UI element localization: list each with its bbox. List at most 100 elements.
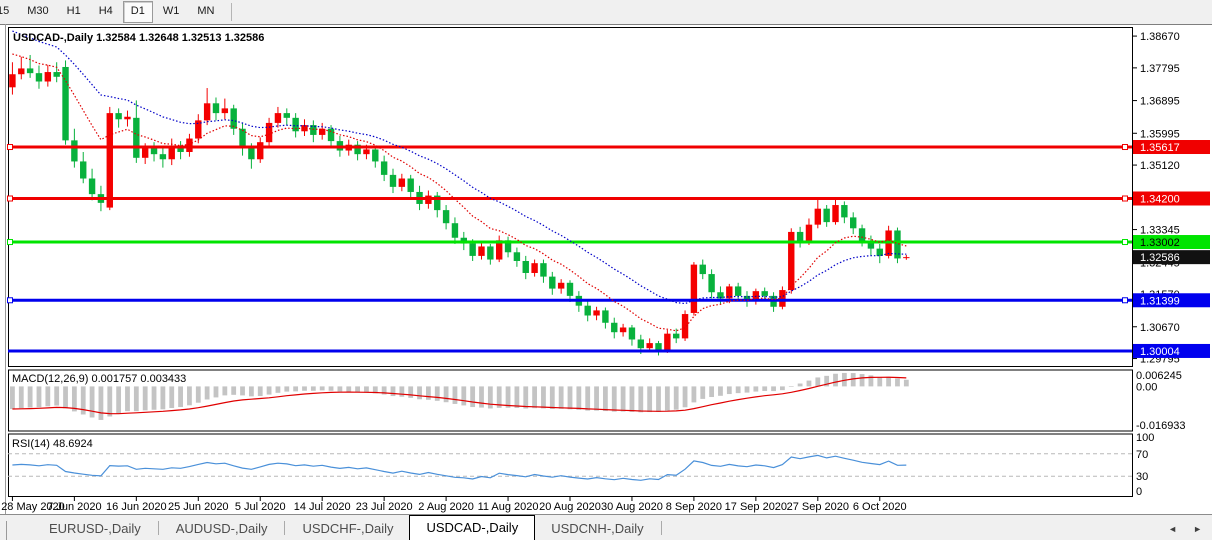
macd-axis-zero: 0.00 xyxy=(1136,381,1157,393)
macd-bar xyxy=(541,386,546,409)
timeframe-button-W1[interactable]: W1 xyxy=(162,5,180,17)
current-price-badge: 1.32586 xyxy=(1133,250,1210,265)
chart-tab-USDCNH[interactable]: USDCNH-,Daily xyxy=(551,521,644,536)
macd-bar xyxy=(293,386,299,392)
macd-bar xyxy=(372,386,378,394)
hline-1.34200[interactable] xyxy=(7,195,1133,202)
macd-bar xyxy=(656,386,661,412)
price-badge-1.35617-bg xyxy=(1133,140,1210,155)
line-handle[interactable] xyxy=(7,297,13,304)
price-badge-1.35617-label: 1.35617 xyxy=(1140,142,1180,154)
line-handle[interactable] xyxy=(1122,195,1128,202)
candle-body xyxy=(88,178,96,195)
candle-body xyxy=(557,282,565,289)
ma-fast-line xyxy=(12,53,907,332)
candle-body xyxy=(115,113,122,120)
candle-body xyxy=(44,72,52,82)
macd-bar xyxy=(903,379,909,387)
macd-bar xyxy=(142,386,148,411)
macd-bar xyxy=(664,386,670,411)
macd-bar xyxy=(222,386,228,396)
time-axis-label: 20 Aug 2020 xyxy=(539,501,601,513)
tab-scroll-right-icon[interactable]: ► xyxy=(1193,524,1202,534)
price-badge-1.33002: 1.33002 xyxy=(1133,235,1210,250)
macd-bar xyxy=(275,386,281,393)
timeframe-button-H4[interactable]: H4 xyxy=(98,5,113,17)
hline-1.33002[interactable] xyxy=(7,239,1133,246)
candle-body xyxy=(504,240,512,253)
time-axis-label: 6 Oct 2020 xyxy=(853,501,907,513)
line-handle[interactable] xyxy=(7,239,13,246)
macd-bar xyxy=(204,386,210,400)
macd-bar xyxy=(364,386,369,393)
candle-body xyxy=(221,108,229,114)
price-badge-1.31399-bg xyxy=(1133,293,1210,308)
time-axis-label: 23 Jul 2020 xyxy=(356,501,413,513)
macd-bar xyxy=(328,386,334,391)
macd-bar xyxy=(859,374,865,387)
timeframe-button-D1[interactable]: D1 xyxy=(122,1,153,23)
macd-bar xyxy=(567,386,573,410)
tab-scroll-arrows: ◄ ► xyxy=(1168,524,1202,534)
chart-tab-USDCHF[interactable]: USDCHF-,Daily xyxy=(302,521,394,536)
candle-body xyxy=(168,146,175,160)
candle-body xyxy=(203,103,211,121)
timeframe-button-MN[interactable]: MN xyxy=(197,5,215,17)
chart-area[interactable]: 1.38670 1.37795 1.36895 1.35995 1.35120 1.342… xyxy=(0,24,1212,514)
macd-bar xyxy=(682,386,688,408)
candle-body xyxy=(301,125,308,132)
macd-bar xyxy=(257,386,263,397)
price-tick-label: 1.38670 xyxy=(1140,31,1180,43)
macd-bar xyxy=(780,386,785,391)
chart-title: USDCAD-,Daily 1.32584 1.32648 1.32513 1.… xyxy=(13,32,264,44)
candle-body xyxy=(894,230,901,259)
rsi-label: RSI(14) 48.6924 xyxy=(12,438,93,450)
macd-signal-line xyxy=(12,376,907,415)
line-handle[interactable] xyxy=(1122,144,1128,151)
chart-tab-EURUSD[interactable]: EURUSD-,Daily xyxy=(49,521,141,536)
candle-body xyxy=(124,116,131,120)
candle-body xyxy=(788,231,795,291)
time-axis-label: 27 Sep 2020 xyxy=(787,501,849,513)
macd-axis-max: 0.006245 xyxy=(1136,370,1182,382)
candle-body xyxy=(522,260,529,273)
time-axis-label: 7 Jun 2020 xyxy=(47,501,101,513)
candle-body xyxy=(876,248,883,256)
candle-body xyxy=(398,178,406,187)
timeframe-button-H1[interactable]: H1 xyxy=(66,5,81,17)
tab-scroll-left-icon[interactable]: ◄ xyxy=(1168,524,1178,534)
macd-panel[interactable] xyxy=(8,369,1133,432)
candle-body xyxy=(850,217,857,229)
price-tick-label: 1.37795 xyxy=(1140,63,1180,75)
macd-bar xyxy=(63,386,68,409)
timeframe-button-M30[interactable]: M30 xyxy=(27,5,49,17)
timeframe-button-15[interactable]: 15 xyxy=(0,5,10,17)
candle-body xyxy=(327,128,335,142)
line-handle[interactable] xyxy=(7,144,13,151)
line-handle[interactable] xyxy=(1122,297,1128,304)
hline-1.31399[interactable] xyxy=(7,297,1133,304)
macd-bar xyxy=(762,386,768,391)
rsi-axis-30: 30 xyxy=(1136,471,1148,483)
chart-svg[interactable]: 1.38670 1.37795 1.36895 1.35995 1.35120 1.342… xyxy=(0,24,1212,514)
timeframe-toolbar: 15 M30 H1 H4 D1 W1 MN xyxy=(0,0,1212,25)
candle-body xyxy=(389,174,397,187)
candle-body xyxy=(292,117,299,132)
macd-bar xyxy=(487,386,493,409)
line-handle[interactable] xyxy=(7,195,13,202)
candle-body xyxy=(186,138,193,152)
macd-bar xyxy=(337,386,343,392)
hline-1.35617[interactable] xyxy=(7,144,1133,151)
candle-body xyxy=(726,286,733,299)
chart-tab-USDCAD[interactable]: USDCAD-,Daily xyxy=(409,515,536,540)
macd-bar xyxy=(310,386,316,391)
line-handle[interactable] xyxy=(1122,239,1128,246)
candle-body xyxy=(646,343,653,349)
macd-bar xyxy=(594,386,599,411)
candle-body xyxy=(602,310,609,323)
chart-tab-AUDUSD[interactable]: AUDUSD-,Daily xyxy=(175,521,268,536)
macd-bar xyxy=(877,376,883,387)
macd-bar xyxy=(576,386,582,410)
candle-body xyxy=(71,140,78,162)
macd-bar xyxy=(647,386,653,413)
